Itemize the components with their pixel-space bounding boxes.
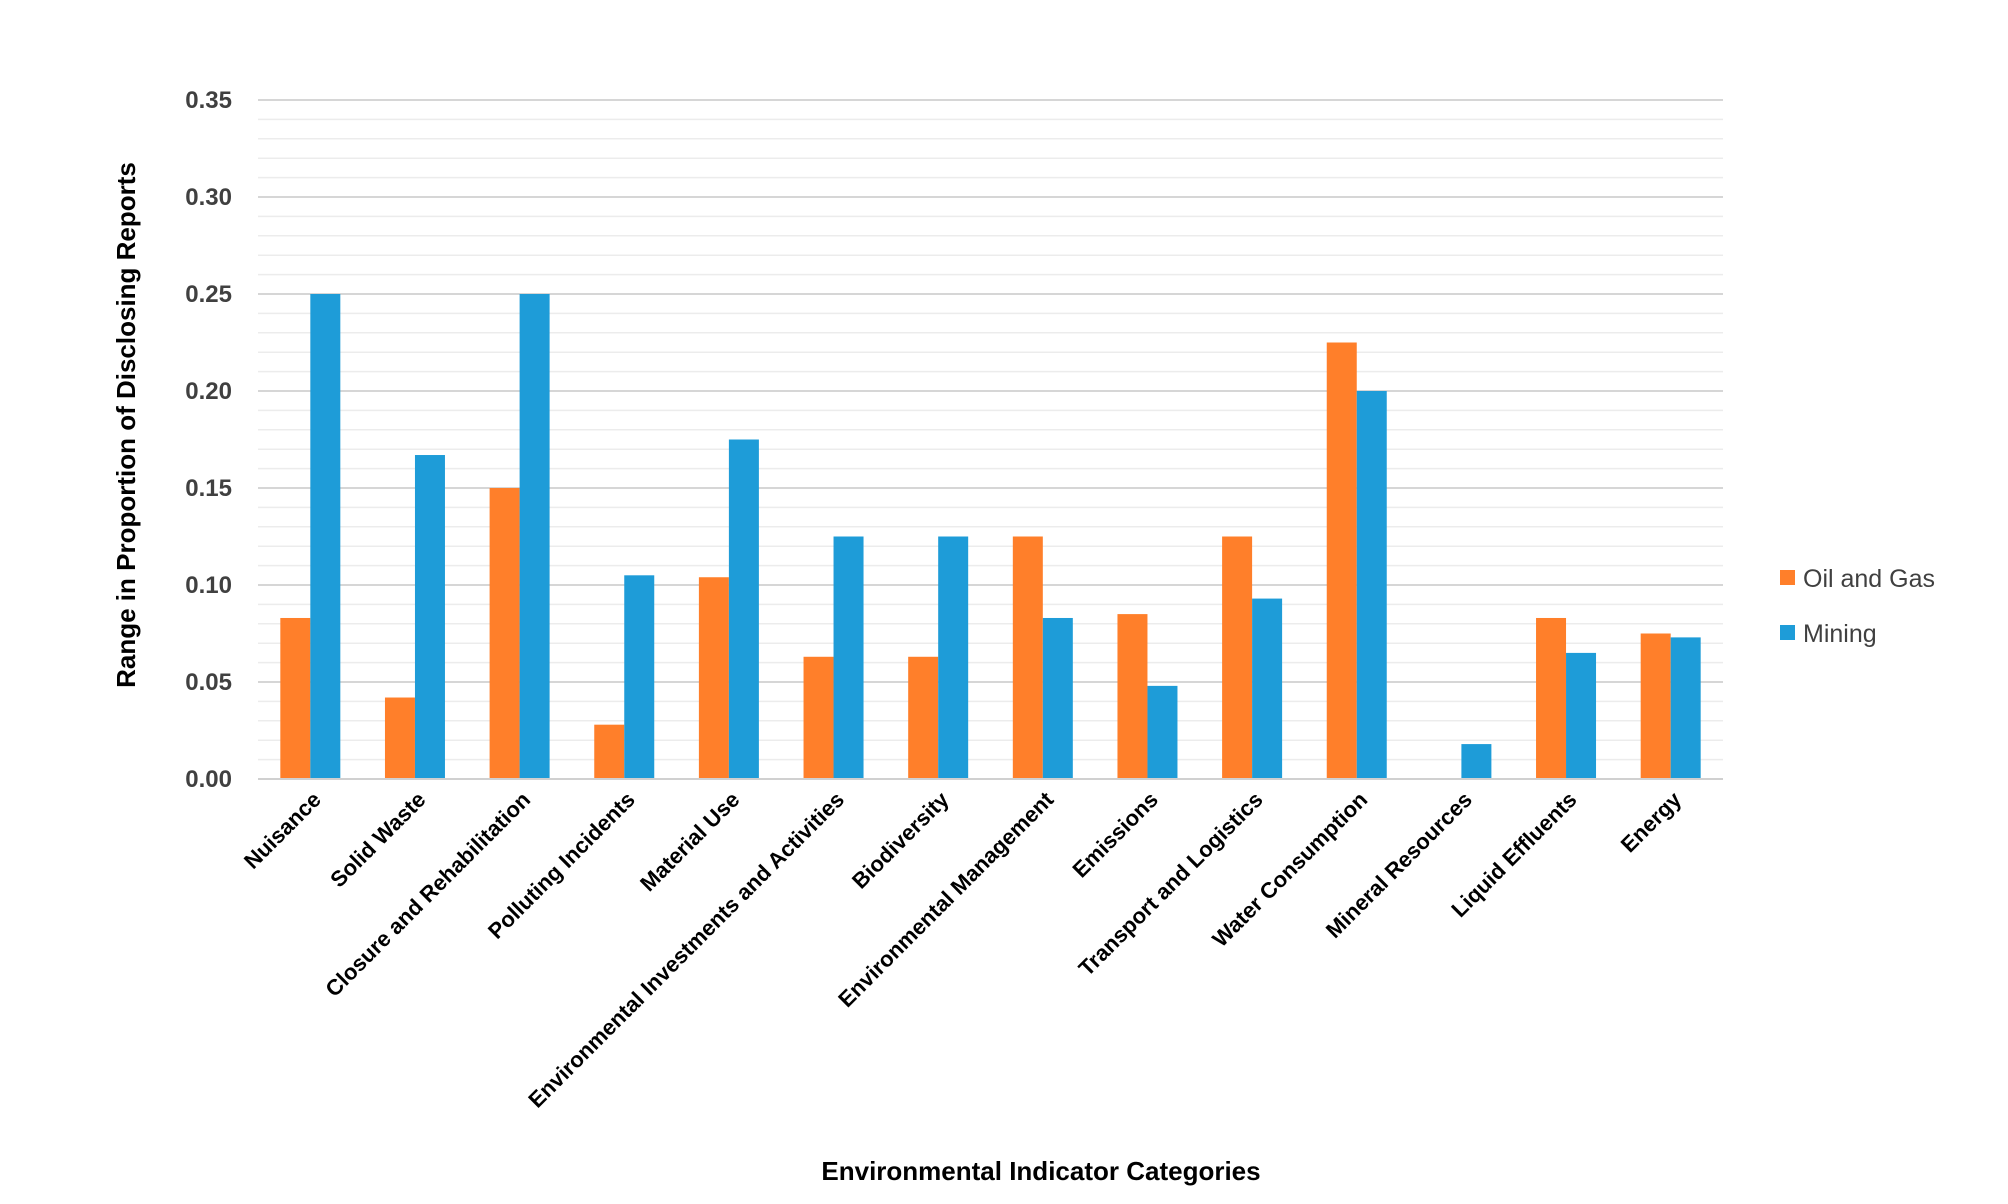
bar-oil-and-gas bbox=[489, 488, 520, 779]
bar-mining bbox=[1670, 637, 1701, 779]
bar-mining bbox=[1147, 685, 1178, 779]
bar-mining bbox=[519, 294, 550, 779]
y-tick-label: 0.00 bbox=[185, 766, 232, 793]
bar-mining bbox=[1566, 652, 1597, 779]
y-tick-label: 0.30 bbox=[185, 184, 232, 211]
bar-oil-and-gas bbox=[1222, 536, 1253, 779]
gridlines bbox=[258, 99, 1723, 780]
x-tick-label: Material Use bbox=[635, 787, 744, 896]
x-tick-label: Solid Waste bbox=[325, 787, 430, 892]
x-tick-label: Environmental Management bbox=[833, 786, 1059, 1012]
bar-oil-and-gas bbox=[1640, 633, 1671, 779]
bar-oil-and-gas bbox=[908, 656, 939, 779]
x-tick-label: Nuisance bbox=[239, 787, 326, 874]
y-tick-label: 0.05 bbox=[185, 669, 232, 696]
bar-mining bbox=[414, 455, 445, 779]
legend-label-oil-and-gas: Oil and Gas bbox=[1803, 565, 1935, 593]
bar-oil-and-gas bbox=[280, 617, 311, 779]
y-tick-label: 0.10 bbox=[185, 572, 232, 599]
x-tick-label: Energy bbox=[1616, 786, 1687, 857]
bar-mining bbox=[1042, 617, 1073, 779]
legend-swatch-mining bbox=[1780, 625, 1795, 640]
x-axis-title: Environmental Indicator Categories bbox=[821, 1156, 1260, 1186]
x-tick-label: Emissions bbox=[1068, 787, 1163, 882]
bar-mining bbox=[624, 575, 655, 779]
bar-oil-and-gas bbox=[594, 724, 625, 779]
y-tick-label: 0.35 bbox=[185, 87, 232, 114]
x-tick-label: Biodiversity bbox=[847, 786, 954, 893]
y-tick-label: 0.20 bbox=[185, 378, 232, 405]
y-axis-ticks: 0.00 0.05 0.10 0.15 0.20 0.25 0.30 0.35 bbox=[185, 87, 232, 793]
legend: Oil and Gas Mining bbox=[1780, 565, 1935, 648]
legend-swatch-oil-and-gas bbox=[1780, 570, 1795, 585]
bar-oil-and-gas bbox=[1117, 614, 1148, 779]
bars bbox=[280, 294, 1701, 779]
bar-oil-and-gas bbox=[1012, 536, 1043, 779]
bar-mining bbox=[1356, 391, 1387, 779]
bar-mining bbox=[310, 294, 341, 779]
x-tick-label: Transport and Logistics bbox=[1074, 787, 1268, 981]
bar-oil-and-gas bbox=[698, 577, 729, 779]
bar-oil-and-gas bbox=[1536, 617, 1567, 779]
bar-mining bbox=[728, 439, 759, 779]
y-tick-label: 0.15 bbox=[185, 475, 232, 502]
bar-mining bbox=[1252, 598, 1283, 779]
bar-oil-and-gas bbox=[384, 697, 415, 779]
y-axis-title: Range in Proportion of Disclosing Report… bbox=[111, 162, 141, 688]
bar-oil-and-gas bbox=[1326, 342, 1357, 779]
bar-mining bbox=[938, 536, 969, 779]
legend-label-mining: Mining bbox=[1803, 620, 1877, 648]
x-tick-label: Closure and Rehabilitation bbox=[320, 787, 535, 1002]
bar-mining bbox=[833, 536, 864, 779]
y-tick-label: 0.25 bbox=[185, 281, 232, 308]
bar-mining bbox=[1461, 744, 1492, 779]
bar-oil-and-gas bbox=[803, 656, 834, 779]
